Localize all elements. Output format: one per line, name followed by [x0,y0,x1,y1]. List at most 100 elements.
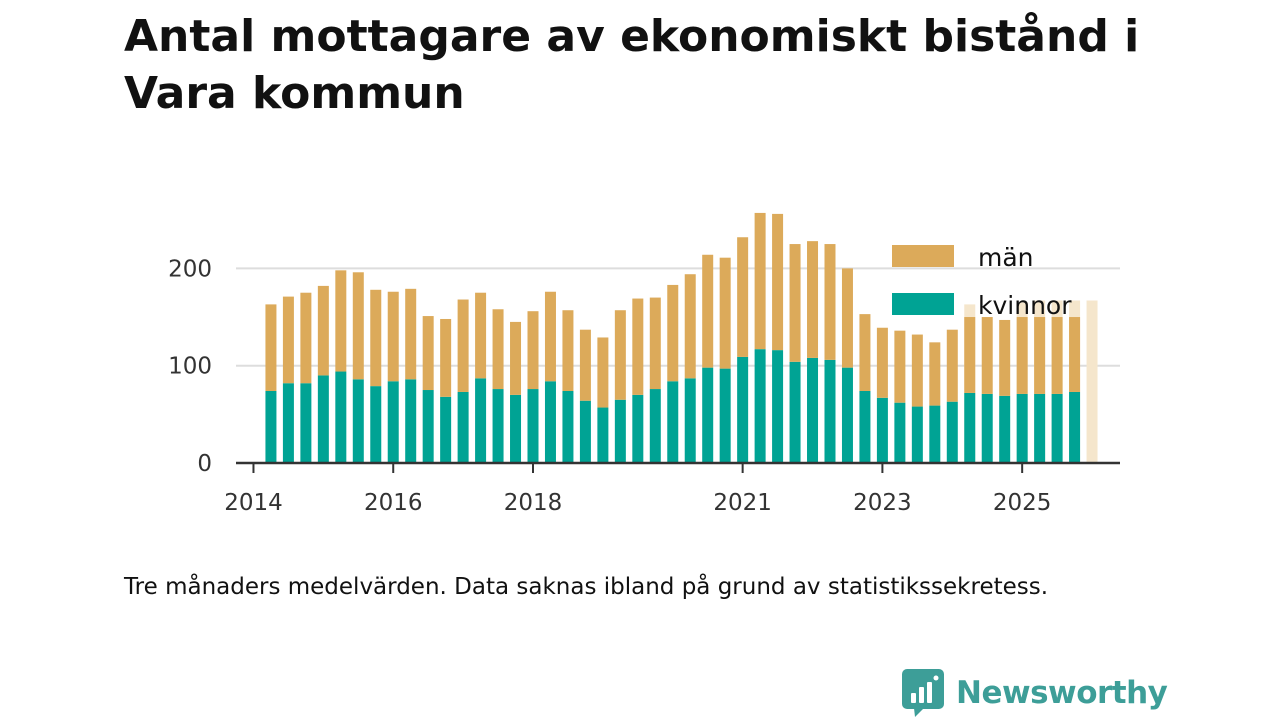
bar-man [667,284,679,382]
bar-man [911,334,923,407]
bar-man [632,298,644,395]
bar-man [300,292,312,384]
bar-man [562,310,574,391]
bar-kvinnor [422,390,434,463]
bar-man [999,319,1011,396]
footnote: Tre månaders medelvärden. Data saknas ib… [124,574,1049,600]
legend: män kvinnor [892,243,1072,320]
bar-kvinnor [772,350,784,463]
bar-man [527,311,539,390]
chart: 0 100 200 2014 2016 2018 2021 2023 2025 män kvinn… [168,212,1120,516]
y-tick-label: 200 [168,256,212,282]
bar-kvinnor [475,378,487,463]
bar-man [649,297,661,390]
bar-man [876,327,888,398]
bar-kvinnor [1069,391,1081,463]
bar-kvinnor [807,357,819,463]
bar-kvinnor [1034,393,1046,463]
bar-man [1051,317,1063,394]
legend-swatch-women [892,293,954,315]
bar-kvinnor [335,371,347,463]
bar-kvinnor [510,394,522,463]
bar-man [789,244,801,362]
bar-man [894,330,906,403]
bar-man [946,329,958,402]
bar-man [335,270,347,372]
bar-kvinnor [562,390,574,463]
bar-man [807,241,819,358]
bar-man [772,213,784,351]
newsworthy-logo-icon [902,669,944,717]
bar-kvinnor [579,400,591,463]
bar-kvinnor [649,389,661,463]
bar-kvinnor [492,389,504,463]
bar-man [719,257,731,369]
bar-man [440,318,452,397]
bar-man [492,309,504,390]
bar-kvinnor [1051,393,1063,463]
bar-man [859,314,871,391]
chart-title: Antal mottagare av ekonomiskt bistånd i … [124,11,1140,119]
bar-kvinnor [527,389,539,463]
bar-kvinnor [702,367,714,463]
bar-man [579,329,591,401]
bar-man [964,317,976,393]
bar-kvinnor [614,399,626,463]
bar-kvinnor [317,375,329,463]
bar-man [387,291,399,382]
x-tick-label: 2025 [993,490,1052,516]
bar-kvinnor [667,381,679,463]
bar-man [510,321,522,395]
x-tick-label: 2021 [713,490,772,516]
bar-kvinnor [387,381,399,463]
bar-kvinnor [754,349,766,463]
bar-kvinnor [981,393,993,463]
bar-kvinnor [876,397,888,463]
bar-man [754,212,766,350]
axes: 0 100 200 2014 2016 2018 2021 2023 2025 [168,256,1120,516]
bar-man [405,288,417,380]
missing-data-bar [1086,300,1098,463]
bar-kvinnor [964,392,976,463]
bar-man [1034,317,1046,394]
brand-logo: Newsworthy [902,668,1168,718]
bar-kvinnor [859,390,871,463]
bar-kvinnor [789,361,801,463]
bar-man [824,244,836,360]
y-tick-label: 100 [168,354,212,380]
bar-kvinnor [457,391,469,463]
bar-man [597,337,609,408]
bar-kvinnor [544,381,556,463]
legend-label-men: män [978,243,1034,272]
bar-kvinnor [597,407,609,463]
bar-man [1069,317,1081,392]
bar-kvinnor [911,406,923,463]
bar-man [370,289,382,387]
bar-man [1016,317,1028,394]
bar-man [317,285,329,376]
x-tick-label: 2016 [364,490,423,516]
legend-swatch-men [892,245,954,267]
bar-kvinnor [282,383,294,463]
bar-kvinnor [719,368,731,463]
brand-name: Newsworthy [956,675,1168,711]
bar-kvinnor [824,359,836,463]
bar-man [282,296,294,384]
bar-man [981,317,993,394]
bar-man [684,274,696,379]
bar-kvinnor [946,401,958,463]
bar-kvinnor [370,386,382,463]
bar-man [737,237,749,357]
bar-man [841,268,853,368]
legend-label-women: kvinnor [978,291,1072,320]
bar-kvinnor [440,396,452,463]
bar-kvinnor [265,390,277,463]
bar-man [422,316,434,391]
bar-man [475,292,487,379]
bar-kvinnor [405,379,417,463]
bar-man [544,291,556,382]
bar-kvinnor [1016,393,1028,463]
bar-man [457,299,469,392]
bars [265,212,1081,463]
bar-kvinnor [300,383,312,463]
